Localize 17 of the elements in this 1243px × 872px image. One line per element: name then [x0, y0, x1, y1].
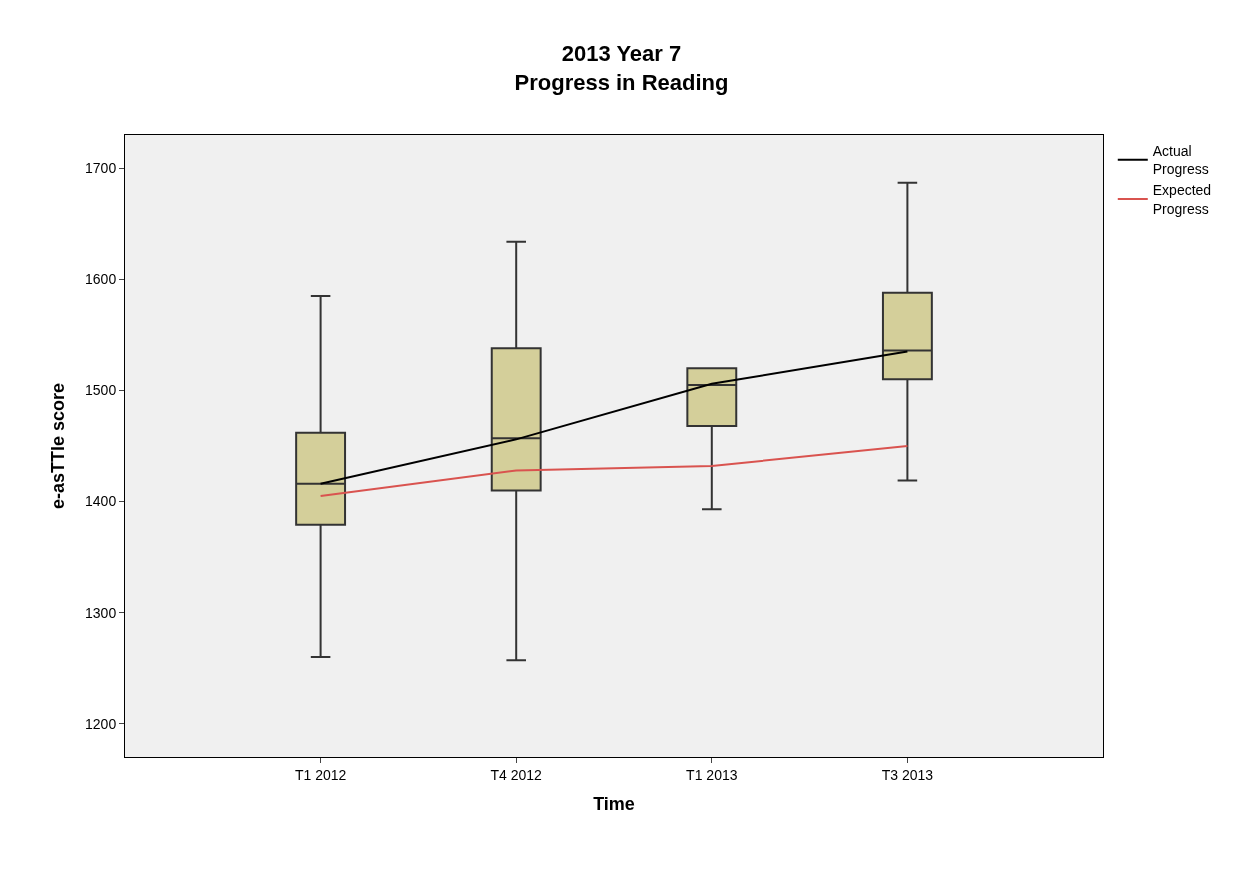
chart-title: 2013 Year 7 Progress in Reading: [514, 41, 729, 95]
x-axis-title: Time: [593, 793, 635, 814]
y-tick-label: 1200: [85, 715, 117, 732]
line-series: [319, 445, 909, 497]
y-tick-label: 1300: [85, 604, 117, 621]
y-tick-label: 1700: [85, 160, 117, 177]
line-series: [319, 350, 909, 485]
legend-label: Expected Progress: [1152, 182, 1212, 217]
x-tick-label: T4 2012: [490, 766, 543, 783]
legend-label: Actual Progress: [1152, 143, 1209, 178]
y-tick-label: 1600: [85, 271, 117, 288]
x-tick-label: T1 2012: [294, 766, 347, 783]
x-tick-label: T1 2013: [686, 766, 738, 783]
y-tick-label: 1400: [85, 493, 117, 510]
y-axis-title: e-asTTle score: [48, 382, 69, 510]
y-tick-label: 1500: [85, 382, 117, 399]
x-tick-label: T3 2013: [881, 766, 934, 783]
